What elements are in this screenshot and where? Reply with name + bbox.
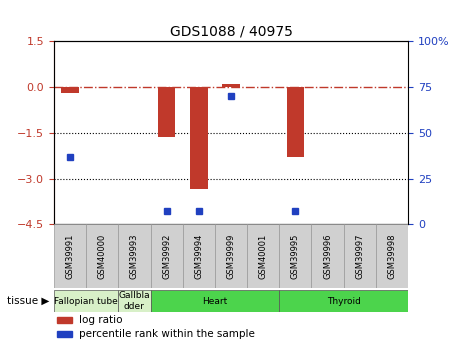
Text: GSM39998: GSM39998 xyxy=(387,234,396,279)
Text: GSM39999: GSM39999 xyxy=(227,234,235,279)
Text: percentile rank within the sample: percentile rank within the sample xyxy=(79,329,255,339)
Text: GSM40000: GSM40000 xyxy=(98,234,107,279)
Text: Heart: Heart xyxy=(202,296,227,306)
Text: GSM39995: GSM39995 xyxy=(291,234,300,279)
Text: GSM39991: GSM39991 xyxy=(66,234,75,279)
Bar xyxy=(58,317,72,323)
FancyBboxPatch shape xyxy=(86,224,118,288)
Bar xyxy=(158,87,175,137)
Bar xyxy=(61,87,79,92)
Text: log ratio: log ratio xyxy=(79,315,122,325)
FancyBboxPatch shape xyxy=(311,224,344,288)
Text: GSM39996: GSM39996 xyxy=(323,234,332,279)
FancyBboxPatch shape xyxy=(215,224,247,288)
FancyBboxPatch shape xyxy=(151,224,183,288)
Bar xyxy=(287,87,304,157)
FancyBboxPatch shape xyxy=(54,224,86,288)
FancyBboxPatch shape xyxy=(118,290,151,312)
Bar xyxy=(58,331,72,337)
Text: GSM39994: GSM39994 xyxy=(194,234,203,279)
FancyBboxPatch shape xyxy=(279,224,311,288)
FancyBboxPatch shape xyxy=(279,290,408,312)
Text: Fallopian tube: Fallopian tube xyxy=(54,296,118,306)
Text: GSM40001: GSM40001 xyxy=(259,234,268,279)
Bar xyxy=(222,84,240,87)
FancyBboxPatch shape xyxy=(376,224,408,288)
Text: Gallbla
dder: Gallbla dder xyxy=(119,291,150,311)
Text: GSM39993: GSM39993 xyxy=(130,234,139,279)
FancyBboxPatch shape xyxy=(151,290,279,312)
Text: GSM39997: GSM39997 xyxy=(355,234,364,279)
FancyBboxPatch shape xyxy=(118,224,151,288)
FancyBboxPatch shape xyxy=(247,224,279,288)
FancyBboxPatch shape xyxy=(183,224,215,288)
Bar xyxy=(190,87,208,189)
Text: tissue ▶: tissue ▶ xyxy=(7,296,49,306)
Title: GDS1088 / 40975: GDS1088 / 40975 xyxy=(170,25,292,39)
Text: Thyroid: Thyroid xyxy=(327,296,361,306)
Text: GSM39992: GSM39992 xyxy=(162,234,171,279)
FancyBboxPatch shape xyxy=(344,224,376,288)
FancyBboxPatch shape xyxy=(54,290,118,312)
